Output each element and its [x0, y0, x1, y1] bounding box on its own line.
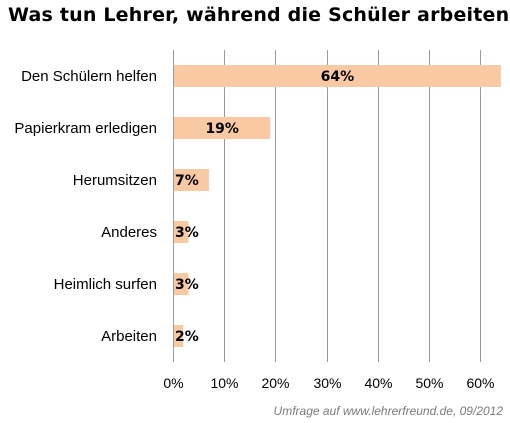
- category-label: Herumsitzen: [73, 172, 157, 189]
- source-note: Umfrage auf www.lehrerfreund.de, 09/2012: [273, 404, 503, 418]
- x-tick-label: 10%: [210, 375, 238, 391]
- category-label: Arbeiten: [101, 328, 157, 345]
- data-label: 3%: [175, 225, 199, 241]
- bar: [174, 273, 189, 295]
- category-label: Den Schülern helfen: [21, 68, 157, 85]
- chart-title: Was tun Lehrer, während die Schüler arbe…: [8, 4, 510, 26]
- category-label: Heimlich surfen: [54, 276, 157, 293]
- x-tick-label: 20%: [261, 375, 289, 391]
- bar: [174, 65, 501, 87]
- bar: [174, 325, 184, 347]
- bar: [174, 169, 209, 191]
- bar-layer: [174, 65, 501, 347]
- x-tick-label: 0%: [163, 375, 183, 391]
- x-tick-label: 50%: [415, 375, 443, 391]
- category-label: Papierkram erledigen: [14, 120, 157, 137]
- category-label: Anderes: [101, 224, 157, 241]
- data-label: 19%: [205, 121, 239, 137]
- grid-layer: [224, 50, 481, 362]
- bar: [174, 221, 189, 243]
- bar: [174, 117, 271, 139]
- data-label: 7%: [175, 173, 199, 189]
- label-layer: 0% 10% 20% 30% 40% 50% 60% Den Schülern helfen 6…: [14, 68, 494, 391]
- x-tick-label: 30%: [313, 375, 341, 391]
- data-label: 3%: [175, 277, 199, 293]
- data-label: 2%: [175, 329, 199, 345]
- x-tick-label: 40%: [364, 375, 392, 391]
- data-label: 64%: [321, 69, 355, 85]
- x-tick-label: 60%: [466, 375, 494, 391]
